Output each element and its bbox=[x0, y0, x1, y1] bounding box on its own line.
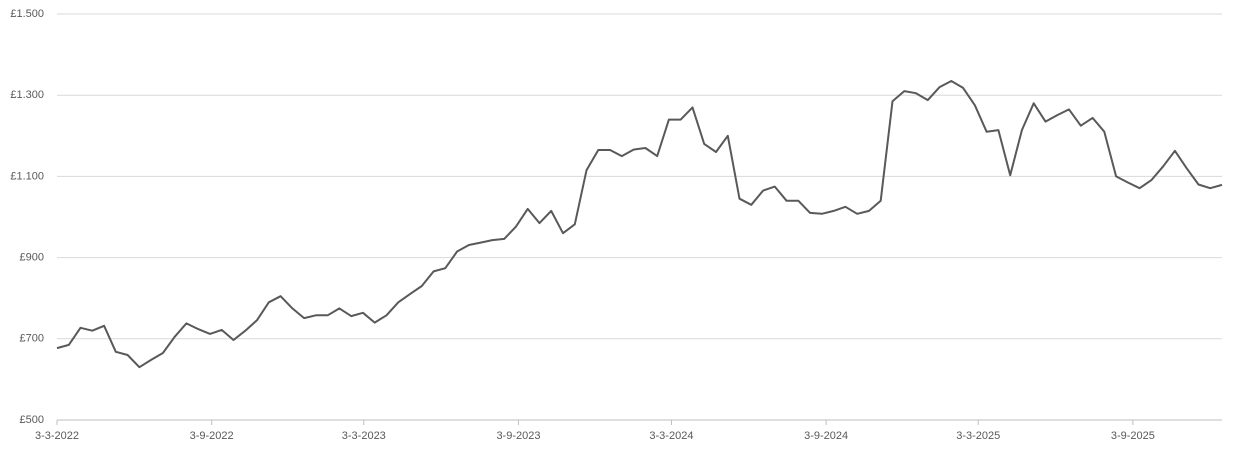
x-tick-label: 3-3-2024 bbox=[649, 430, 693, 442]
x-tick-label: 3-3-2022 bbox=[35, 430, 79, 442]
x-tick-label: 3-3-2023 bbox=[342, 430, 386, 442]
y-tick-label: £700 bbox=[20, 333, 44, 345]
x-tick-label: 3-9-2024 bbox=[804, 430, 848, 442]
y-tick-label: £1.100 bbox=[10, 170, 44, 182]
x-tick-label: 3-3-2025 bbox=[956, 430, 1000, 442]
price-line bbox=[56, 80, 1223, 369]
x-tick-label: 3-9-2023 bbox=[496, 430, 540, 442]
y-tick-label: £1.300 bbox=[10, 89, 44, 101]
y-tick-label: £1.500 bbox=[10, 8, 44, 20]
x-tick-label: 3-9-2022 bbox=[190, 430, 234, 442]
y-tick-label: £500 bbox=[20, 414, 44, 426]
x-tick-label: 3-9-2025 bbox=[1111, 430, 1155, 442]
y-tick-label: £900 bbox=[20, 252, 44, 264]
